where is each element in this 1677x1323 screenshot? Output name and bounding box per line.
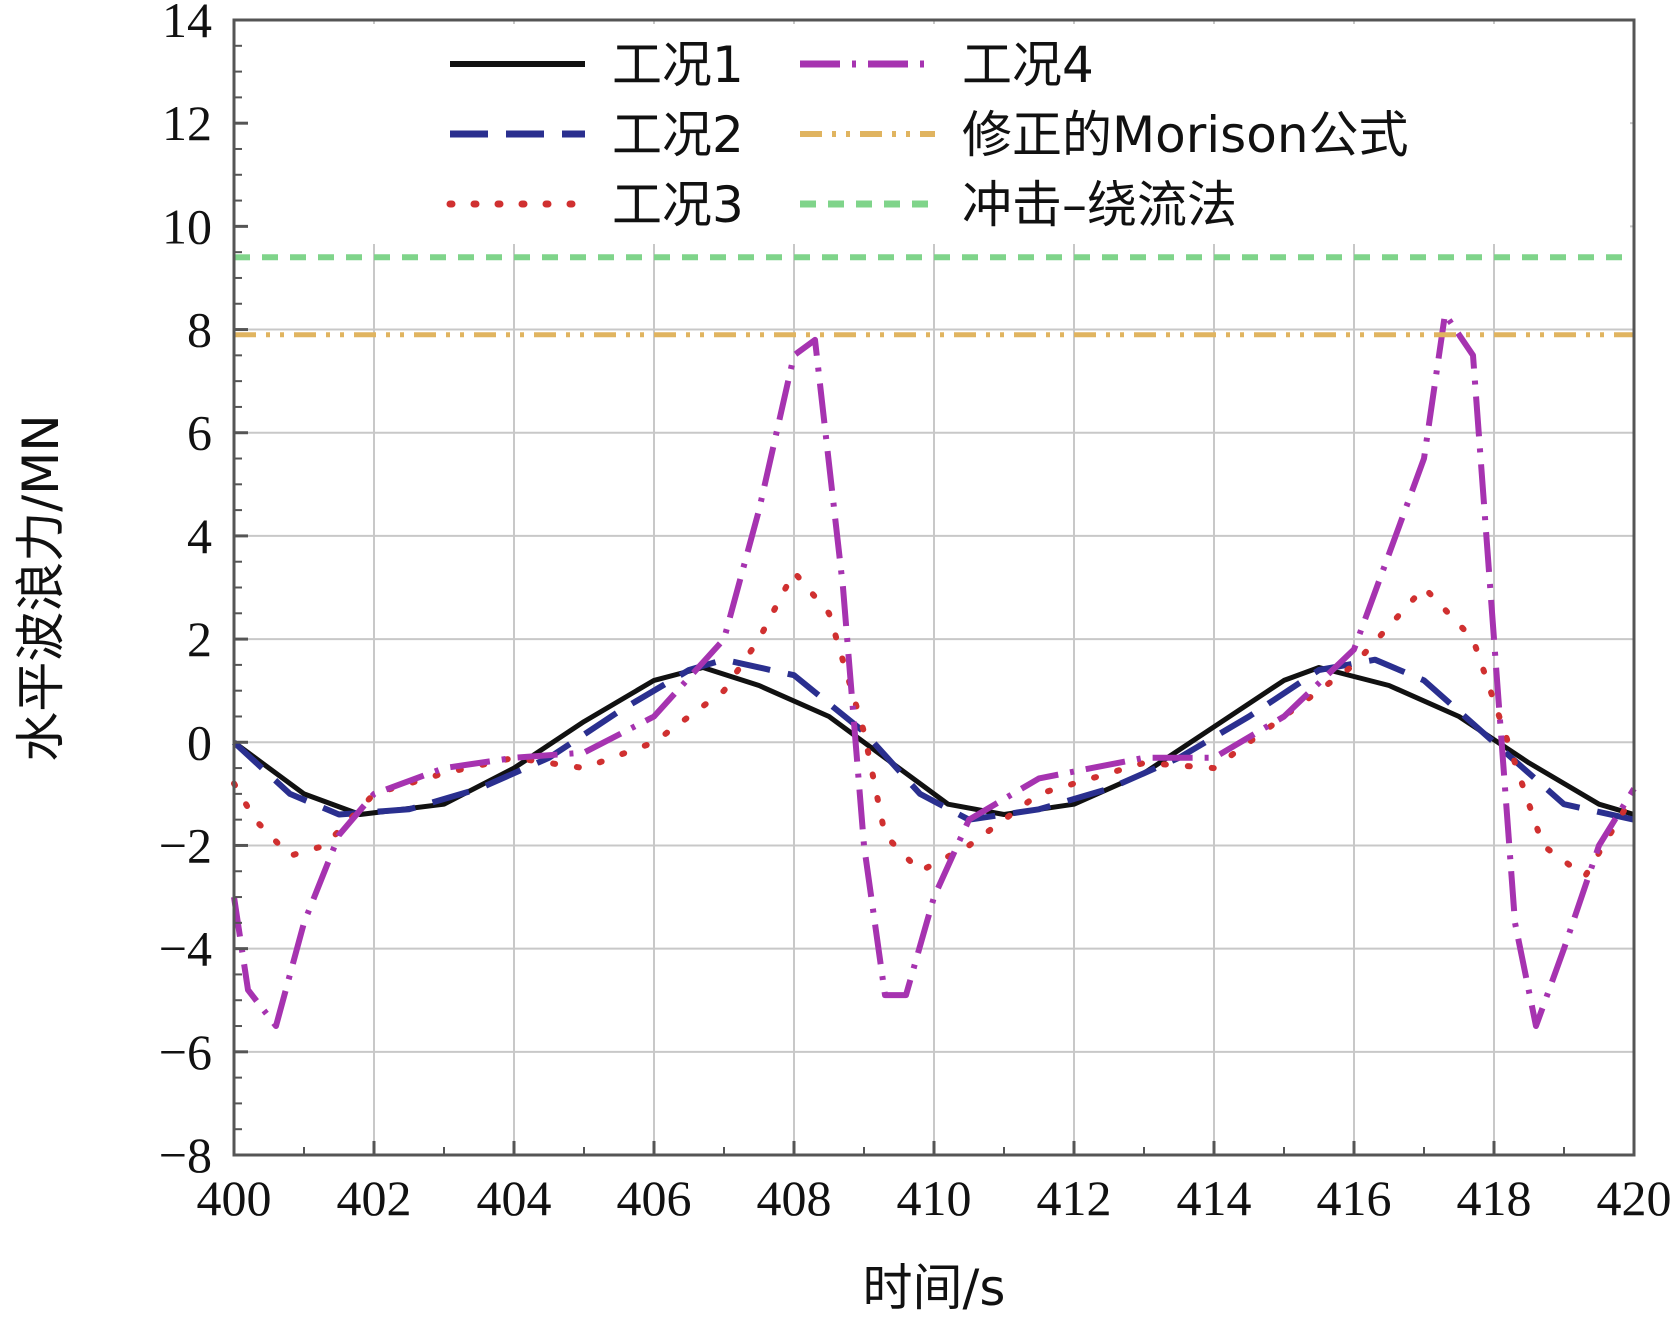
x-tick-label: 404 [477,1170,552,1226]
ticks [232,18,1636,1157]
y-tick-label: 0 [187,714,212,770]
y-tick-label: −4 [159,921,212,977]
y-axis-title: 水平波浪力/MN [12,414,70,761]
x-tick-label: 402 [337,1170,412,1226]
y-tick-label: 10 [162,198,212,254]
y-tick-label: −6 [159,1024,212,1080]
legend-label-4: 工况4 [962,36,1094,94]
y-tick-label: 12 [162,95,212,151]
y-tick-label: 14 [162,0,212,48]
x-tick-label: 420 [1597,1170,1672,1226]
y-tick-label: 2 [187,611,212,667]
y-tick-label: 6 [187,405,212,461]
x-tick-label: 410 [897,1170,972,1226]
series-layer [231,254,1637,1029]
x-tick-label: 400 [197,1170,272,1226]
y-tick-label: −2 [159,817,212,873]
series-line-2 [231,656,1635,823]
legend-label-2: 工况2 [612,106,744,164]
series-line-3 [231,569,1637,880]
y-tick-label: −8 [159,1127,212,1183]
tick-labels: 400 402 404 406 408 410 412 414 416 418 420−8−6−4−… [159,0,1672,1226]
x-tick-label: 414 [1177,1170,1252,1226]
legend-label-1: 工况1 [612,36,744,94]
x-tick-label: 408 [757,1170,832,1226]
x-axis-title: 时间/s [863,1259,1006,1317]
legend-label-5: 修正的Morison公式 [962,106,1409,164]
x-tick-label: 418 [1457,1170,1532,1226]
y-tick-label: 8 [187,302,212,358]
x-tick-label: 406 [617,1170,692,1226]
legend-label-6: 冲击–绕流法 [962,176,1237,234]
x-tick-label: 412 [1037,1170,1112,1226]
x-tick-label: 416 [1317,1170,1392,1226]
legend-label-3: 工况3 [612,176,744,234]
series-line-1 [232,665,1635,817]
series-line-4 [231,311,1637,1029]
y-tick-label: 4 [187,508,212,564]
